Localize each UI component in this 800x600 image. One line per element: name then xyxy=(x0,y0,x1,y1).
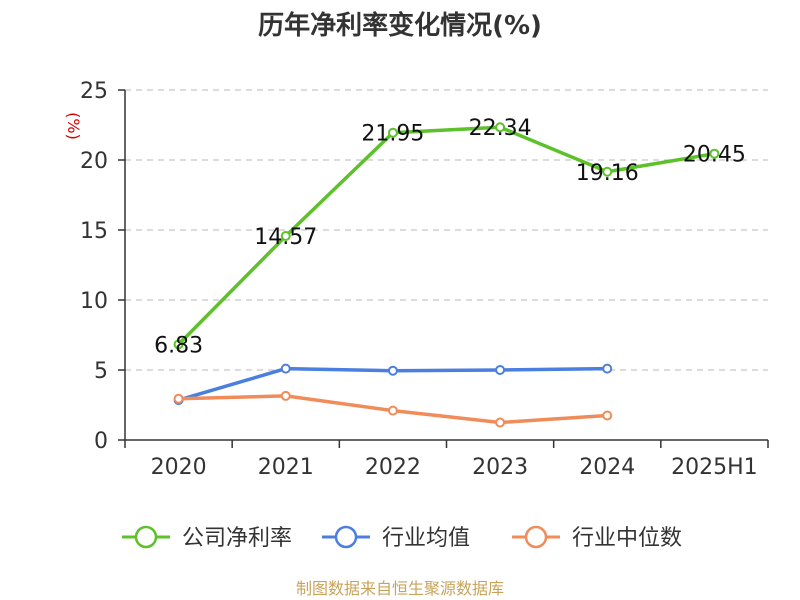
data-point xyxy=(602,410,613,421)
data-point xyxy=(387,405,398,416)
data-point xyxy=(495,122,506,133)
x-tick-label: 2020 xyxy=(151,455,207,480)
data-point xyxy=(495,417,506,428)
x-tick-label: 2023 xyxy=(472,455,528,480)
y-tick-label: 15 xyxy=(80,219,108,244)
y-tick-label: 5 xyxy=(94,359,108,384)
legend-label: 行业中位数 xyxy=(572,526,682,551)
data-point xyxy=(602,166,613,177)
y-tick-label: 20 xyxy=(80,149,108,174)
legend-label: 行业均值 xyxy=(382,526,470,551)
legend-label: 公司净利率 xyxy=(182,526,292,551)
data-point xyxy=(280,390,291,401)
x-tick-label: 2021 xyxy=(258,455,314,480)
data-point xyxy=(495,365,506,375)
source-note: 制图数据来自恒生聚源数据库 xyxy=(296,579,504,598)
y-tick-label: 25 xyxy=(80,79,108,104)
series-lines xyxy=(173,122,720,428)
x-tick-label: 2025H1 xyxy=(671,455,758,480)
legend-swatch-marker xyxy=(134,525,158,549)
data-label: 22.34 xyxy=(469,116,532,141)
data-point xyxy=(709,148,720,159)
data-point xyxy=(387,365,398,376)
data-point xyxy=(173,339,184,350)
y-tick-label: 10 xyxy=(80,289,108,314)
legend-swatch-marker xyxy=(524,525,548,549)
data-point xyxy=(387,127,398,138)
x-tick-label: 2024 xyxy=(579,455,635,480)
y-tick-label: 0 xyxy=(94,429,108,454)
data-point xyxy=(280,231,291,242)
chart-title: 历年净利率变化情况(%) xyxy=(258,10,542,41)
y-axis-unit-label: (%) xyxy=(64,112,83,140)
legend: 公司净利率 行业均值 行业中位数 xyxy=(122,525,682,551)
axes xyxy=(124,90,769,448)
x-tick-label: 2022 xyxy=(365,455,421,480)
legend-swatch-marker xyxy=(334,525,358,549)
data-label: 20.45 xyxy=(683,143,746,168)
data-label: 14.57 xyxy=(254,225,317,250)
series-line-0 xyxy=(176,125,717,347)
x-tick-labels: 2020 2021 2022 2023 2024 2025H1 xyxy=(151,455,758,480)
data-point xyxy=(280,363,291,374)
data-point xyxy=(602,363,613,374)
data-label: 21.95 xyxy=(361,122,424,147)
data-label: 6.83 xyxy=(154,333,203,358)
y-tick-labels: 0 5 10 15 20 25 xyxy=(80,79,108,454)
data-labels: 6.83 14.57 21.95 22.34 19.16 20.45 xyxy=(154,116,746,358)
data-label: 19.16 xyxy=(576,161,639,186)
data-point xyxy=(173,393,184,404)
